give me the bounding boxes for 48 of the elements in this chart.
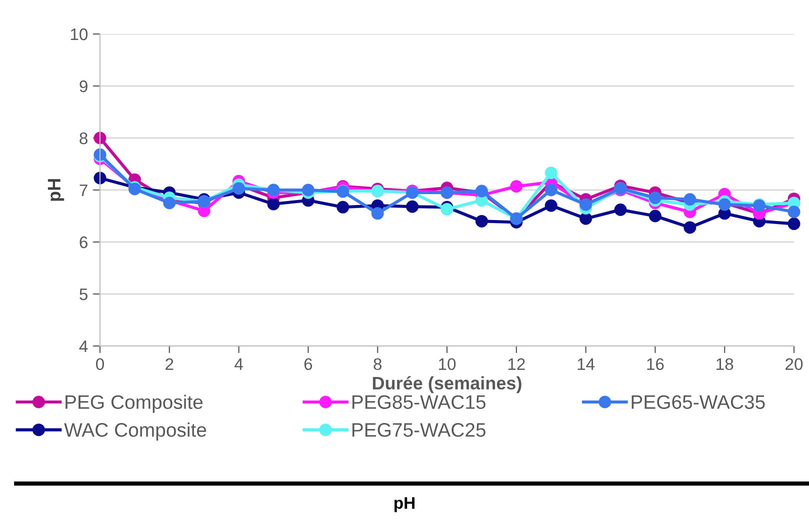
point bbox=[788, 206, 800, 218]
legend-label: PEG65-WAC35 bbox=[632, 395, 765, 409]
point bbox=[788, 218, 800, 230]
y-tick-label: 5 bbox=[80, 288, 88, 300]
point bbox=[684, 221, 696, 234]
point bbox=[371, 207, 384, 220]
x-tick-label: 16 bbox=[647, 358, 664, 370]
point bbox=[336, 200, 350, 214]
point bbox=[406, 200, 419, 213]
point bbox=[614, 204, 627, 216]
x-tick-label: 6 bbox=[304, 358, 312, 370]
point bbox=[163, 196, 176, 210]
x-tick-label: 18 bbox=[716, 358, 734, 370]
legend-label: PEG85-WAC15 bbox=[352, 395, 486, 409]
point bbox=[580, 212, 592, 225]
y-tick-label: 6 bbox=[80, 236, 88, 248]
x-tick-label: 12 bbox=[508, 358, 525, 370]
point bbox=[94, 132, 106, 144]
y-tick-label: 9 bbox=[80, 80, 88, 92]
point bbox=[267, 198, 280, 210]
x-tick-label: 10 bbox=[439, 358, 456, 370]
point bbox=[475, 214, 488, 228]
legend-label: PEG75-WAC25 bbox=[352, 423, 486, 437]
point bbox=[94, 172, 106, 184]
point bbox=[302, 184, 314, 196]
x-tick-label: 0 bbox=[96, 358, 104, 370]
x-tick-label: 8 bbox=[374, 358, 382, 370]
point bbox=[544, 166, 558, 180]
point bbox=[648, 192, 662, 204]
y-tick-label: 7 bbox=[80, 184, 88, 196]
text: pH bbox=[394, 497, 414, 512]
point bbox=[510, 180, 523, 193]
y-tick-label: 8 bbox=[80, 132, 88, 144]
x-tick-label: 14 bbox=[578, 358, 595, 370]
point bbox=[648, 210, 662, 222]
y-axis-title: pH bbox=[48, 179, 64, 201]
x-tick-label: 2 bbox=[166, 358, 174, 370]
point bbox=[544, 184, 558, 196]
y-tick-label: 10 bbox=[70, 28, 88, 40]
x-tick-label: 4 bbox=[234, 358, 243, 370]
legend-label: PEG Composite bbox=[66, 394, 203, 413]
point bbox=[232, 182, 246, 195]
x-axis-title: Durée (semaines) bbox=[372, 376, 522, 394]
point bbox=[684, 193, 696, 206]
x-tick-label: 20 bbox=[786, 358, 803, 370]
y-tick-label: 4 bbox=[79, 340, 88, 352]
legend-label: WAC Composite bbox=[64, 422, 206, 441]
point bbox=[544, 199, 558, 212]
